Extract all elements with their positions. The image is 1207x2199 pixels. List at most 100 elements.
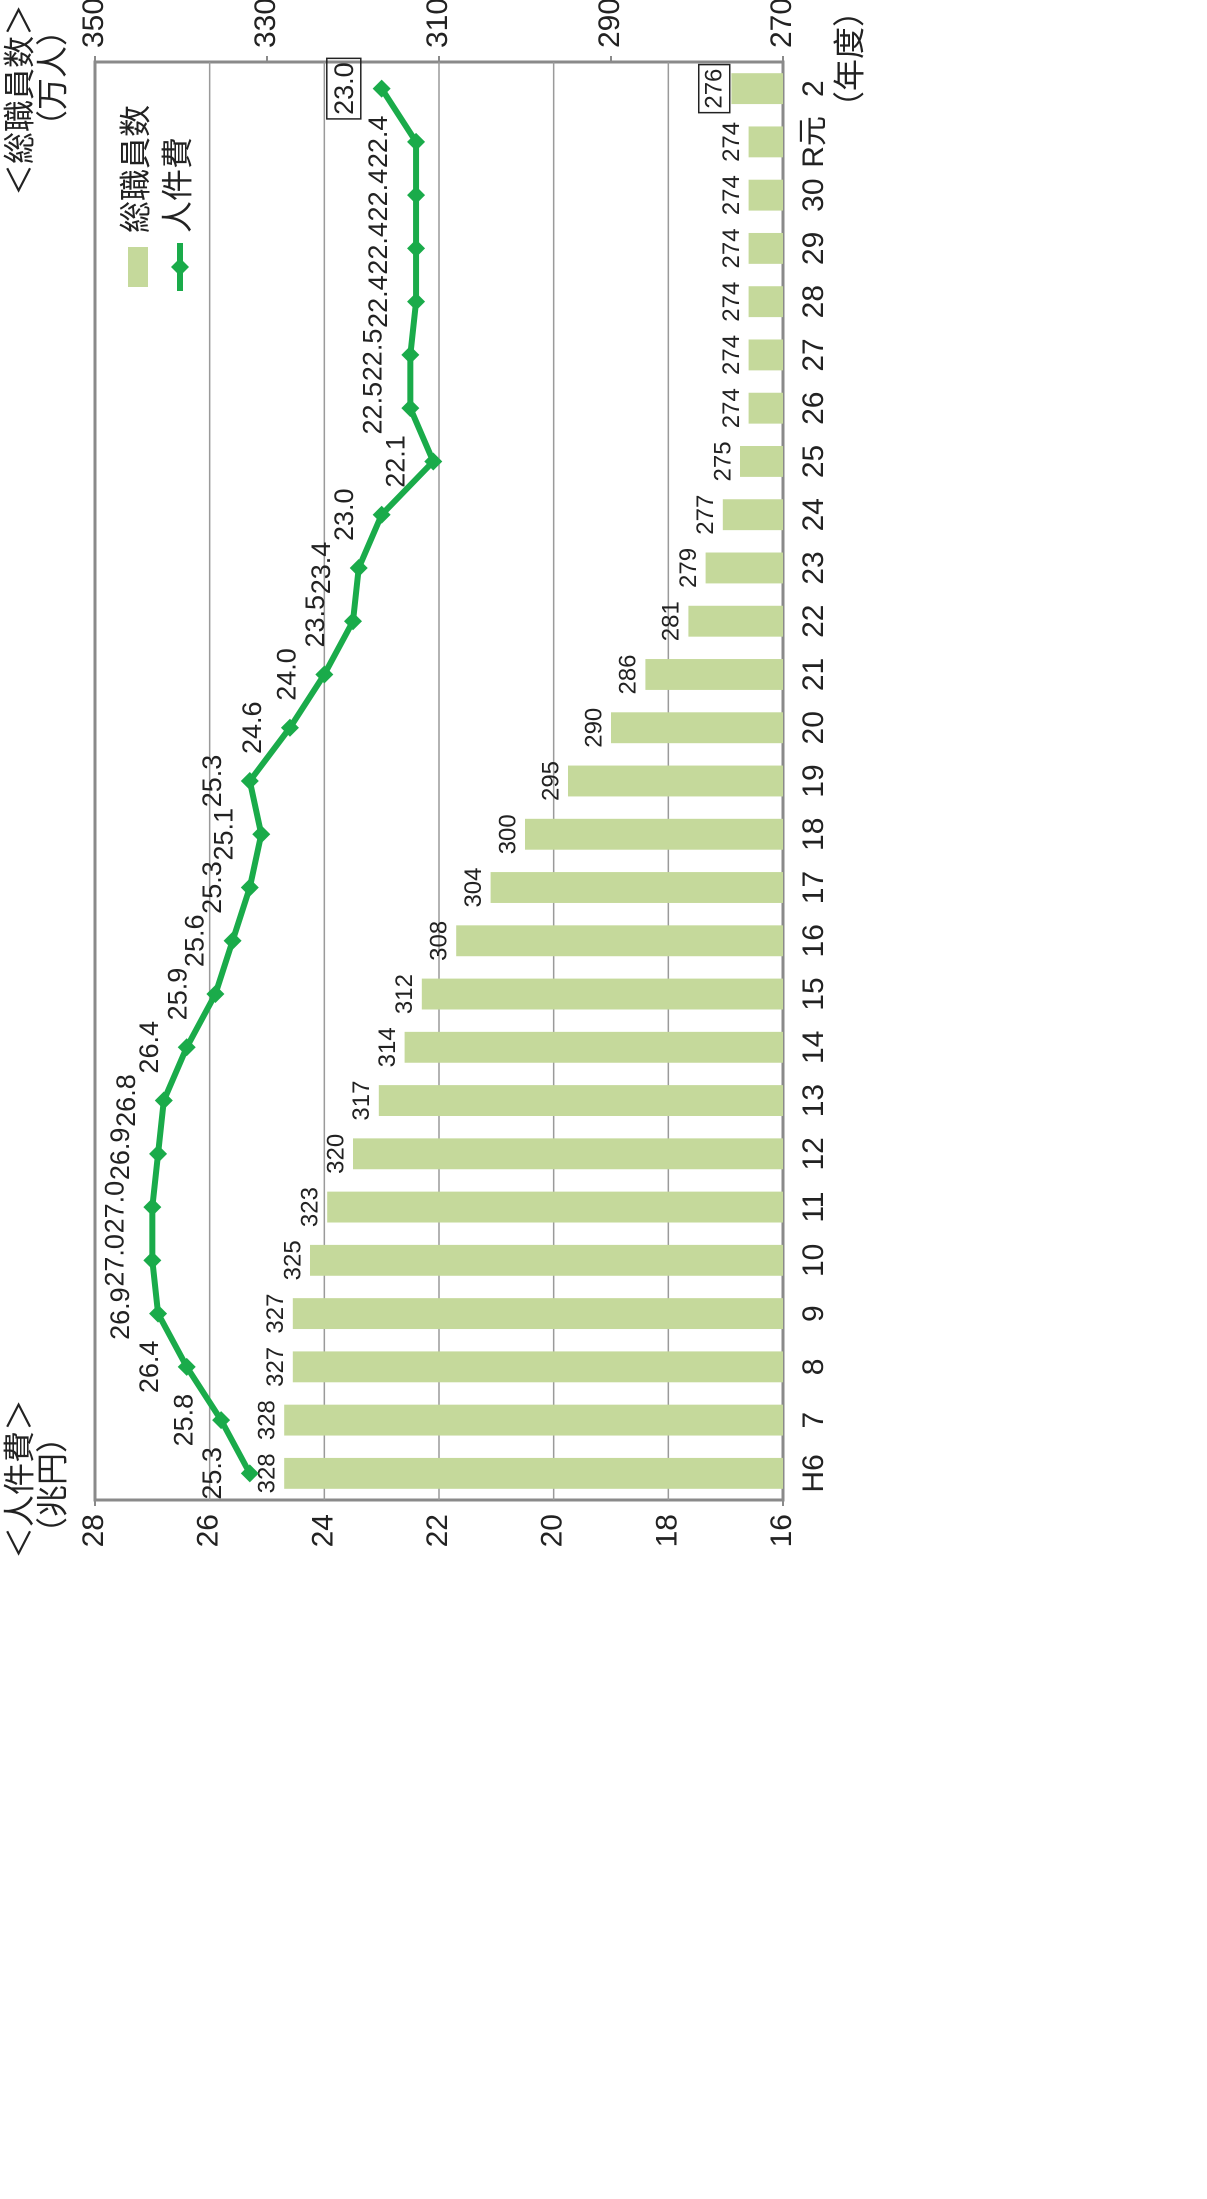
x-tick-label: 28 — [797, 285, 830, 318]
line-value-label: 22.4 — [363, 169, 393, 222]
x-tick-label: 17 — [797, 871, 830, 904]
y2-axis-unit: （万人） — [34, 14, 70, 142]
line-value-label: 26.4 — [134, 1021, 164, 1074]
bar — [490, 872, 783, 903]
bar-value-label: 325 — [279, 1240, 306, 1280]
line-value-label: 25.6 — [180, 914, 210, 967]
bar-value-label: 274 — [718, 335, 745, 375]
x-tick-label: 19 — [797, 764, 830, 797]
x-tick-label: 26 — [797, 391, 830, 424]
bar — [353, 1138, 783, 1170]
bar-value-label: 328 — [254, 1400, 281, 1440]
line-marker — [149, 1304, 168, 1323]
bar-value-label: 327 — [262, 1347, 289, 1387]
label-box — [697, 63, 731, 114]
x-tick-label: 30 — [797, 178, 830, 211]
bar-value-label: 317 — [348, 1081, 375, 1121]
bar — [568, 765, 783, 797]
line-marker — [424, 452, 443, 471]
line-marker — [143, 1251, 162, 1270]
y-axis-unit: （兆円） — [34, 1421, 70, 1549]
bar — [421, 978, 783, 1010]
bar-value-label: 300 — [494, 814, 521, 854]
y2-tick-label: 270 — [765, 0, 798, 48]
bar-value-label: 279 — [675, 548, 702, 588]
x-tick-label: H6 — [797, 1454, 830, 1492]
line-value-label: 23.0 — [329, 62, 359, 115]
x-tick-label: 21 — [797, 658, 830, 691]
line-value-label: 22.4 — [363, 275, 393, 328]
x-tick-label: 25 — [797, 445, 830, 478]
line-marker — [372, 505, 391, 524]
line-value-label: 27.0 — [99, 1181, 129, 1234]
line-marker — [154, 1091, 173, 1110]
bar-value-label: 286 — [615, 654, 642, 694]
x-tick-label: 27 — [797, 338, 830, 371]
x-tick-label: 16 — [797, 924, 830, 957]
x-tick-label: 23 — [797, 551, 830, 584]
line-value-label: 23.5 — [300, 595, 330, 648]
bar-value-label: 308 — [426, 921, 453, 961]
line-marker — [407, 186, 426, 205]
x-tick-label: 2 — [797, 80, 830, 97]
x-tick-label: 12 — [797, 1137, 830, 1170]
y2-tick-label: 310 — [421, 0, 454, 48]
bar — [378, 1085, 783, 1117]
bar-value-label: 304 — [460, 867, 487, 907]
line-value-label: 23.0 — [329, 488, 359, 541]
x-tick-label: 7 — [797, 1412, 830, 1429]
bar-value-label: 295 — [537, 761, 564, 801]
bar — [456, 925, 783, 957]
line-value-label: 26.8 — [111, 1074, 141, 1127]
line-marker — [206, 985, 225, 1004]
line-value-label: 24.6 — [237, 701, 267, 754]
bar-value-label: 323 — [297, 1187, 324, 1227]
line-marker — [177, 1038, 196, 1057]
bar-value-label: 277 — [692, 495, 719, 535]
bar — [748, 339, 783, 371]
bar-value-label: 290 — [580, 708, 607, 748]
line-value-label: 25.9 — [163, 968, 193, 1021]
x-tick-label: 13 — [797, 1084, 830, 1117]
line-marker — [344, 612, 362, 631]
bar — [748, 232, 783, 264]
y-tick-label: 28 — [77, 1514, 110, 1547]
y-tick-label: 22 — [421, 1514, 454, 1547]
line-value-label: 25.1 — [208, 808, 238, 861]
x-tick-label: 29 — [797, 232, 830, 265]
line-value-label: 25.8 — [168, 1394, 198, 1447]
legend-marker — [171, 258, 189, 276]
y2-tick-label: 330 — [249, 0, 282, 48]
line-value-label: 22.4 — [363, 222, 393, 275]
line-value-label: 26.9 — [105, 1128, 135, 1181]
bar — [731, 73, 784, 105]
bar-value-label: 274 — [718, 282, 745, 322]
x-tick-label: 11 — [797, 1191, 830, 1222]
legend-swatch — [128, 247, 148, 287]
bar — [327, 1191, 783, 1223]
bar — [705, 552, 783, 584]
y-axis-title: ＜人件費＞ — [1, 1399, 37, 1559]
bar — [284, 1457, 783, 1489]
y-tick-label: 18 — [650, 1514, 683, 1547]
bar-value-label: 312 — [391, 974, 418, 1014]
x-tick-label: 24 — [797, 498, 830, 531]
x-tick-label: R元 — [797, 116, 830, 168]
line-marker — [372, 79, 391, 98]
y-tick-label: 16 — [765, 1514, 798, 1547]
x-tick-label: 15 — [797, 977, 830, 1010]
y2-tick-label: 290 — [593, 0, 626, 48]
line-marker — [149, 1144, 168, 1163]
x-tick-label: 10 — [797, 1244, 830, 1277]
bar-value-label: 274 — [718, 175, 745, 215]
line-marker — [407, 239, 426, 258]
line-marker — [212, 1411, 231, 1430]
line-marker — [143, 1198, 162, 1217]
y-tick-label: 26 — [192, 1514, 225, 1547]
line-marker — [252, 825, 271, 844]
line-marker — [240, 1464, 259, 1483]
line-marker — [401, 399, 420, 418]
bar — [611, 712, 783, 744]
bar-value-label: 275 — [709, 441, 736, 481]
bar-value-label: 327 — [262, 1294, 289, 1334]
